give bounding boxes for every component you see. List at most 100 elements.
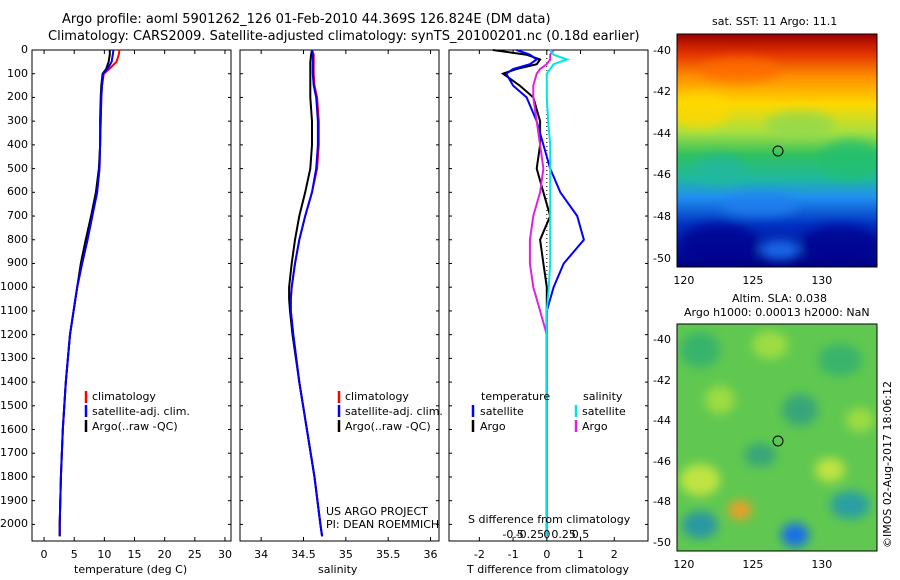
depth-tick-label: 1000 — [0, 280, 28, 294]
legend-label-s-satellite: satellite — [582, 405, 626, 418]
depth-tick-label: 700 — [7, 209, 28, 223]
sla-map-frame — [676, 323, 878, 552]
sla-map — [677, 324, 877, 551]
series-line-s-satellite — [545, 49, 571, 537]
s-tick-label: -0.5 — [502, 528, 524, 541]
series-line-climatology — [58, 49, 121, 537]
depth-tick-label: 200 — [7, 90, 28, 104]
imos-credit: ©IMOS 02-Aug-2017 18:06:12 — [881, 381, 894, 548]
title-line-1: Argo profile: aoml 5901262_126 01-Feb-20… — [62, 12, 551, 27]
sst-argo-location-marker — [772, 145, 784, 157]
depth-tick-label: 1700 — [0, 446, 28, 460]
map-y-tick-label: -44 — [653, 126, 671, 140]
legend-label-s-argo: Argo — [582, 420, 608, 433]
depth-tick-label: 1200 — [0, 327, 28, 341]
difference-xlabel-top: S difference from climatology — [468, 513, 631, 526]
sst-map-title: sat. SST: 11 Argo: 11.1 — [712, 15, 838, 28]
x-tick-label: 0 — [40, 548, 48, 561]
series-line-argo — [58, 50, 111, 537]
x-tick-label: 20 — [157, 548, 172, 561]
series-line-t-satellite — [504, 49, 586, 537]
depth-tick-label: 1500 — [0, 398, 28, 412]
legend-label-satellite: satellite-adj. clim. — [345, 405, 443, 418]
s-tick-label: 0 — [543, 528, 551, 541]
x-tick-label: 5 — [70, 548, 78, 561]
legend-header-temperature: temperature — [481, 390, 551, 403]
x-tick-label: 30 — [217, 548, 232, 561]
depth-tick-label: 800 — [7, 232, 28, 246]
depth-tick-label: 1800 — [0, 469, 28, 483]
x-tick-label: 0 — [543, 548, 551, 561]
map-x-tick-label: 120 — [673, 558, 695, 571]
map-x-tick-label: 130 — [811, 558, 833, 571]
x-tick-label: 35 — [338, 548, 353, 561]
x-tick-label: 15 — [127, 548, 142, 561]
salinity-panel-frame — [239, 49, 440, 542]
sst-map-frame — [676, 33, 878, 268]
map-y-tick-label: -40 — [653, 43, 671, 57]
series-line-satellite — [289, 49, 324, 537]
depth-tick-label: 900 — [7, 256, 28, 270]
series-line-s-argo — [528, 49, 555, 537]
map-y-tick-label: -48 — [653, 210, 671, 224]
title-line-2: Climatology: CARS2009. Satellite-adjuste… — [48, 29, 640, 44]
depth-tick-label: 100 — [7, 66, 28, 80]
depth-tick-label: 2000 — [0, 517, 28, 531]
legend-header-salinity: salinity — [583, 390, 623, 403]
map-y-tick-label: -50 — [653, 535, 671, 549]
depth-tick-label: 1400 — [0, 375, 28, 389]
depth-tick-label: 1100 — [0, 303, 28, 317]
map-y-tick-label: -48 — [653, 495, 671, 509]
s-tick-label: 0.5 — [571, 528, 590, 541]
map-y-tick-label: -50 — [653, 251, 671, 265]
depth-tick-label: 500 — [7, 161, 28, 175]
depth-tick-label: 1600 — [0, 422, 28, 436]
x-tick-label: 1 — [577, 548, 585, 561]
s-tick-label: -0.25 — [515, 528, 545, 541]
depth-tick-label: 400 — [7, 137, 28, 151]
depth-tick-label: 600 — [7, 185, 28, 199]
salinity-xlabel: salinity — [318, 563, 358, 576]
depth-tick-label: 300 — [7, 114, 28, 128]
series-line-t-argo — [492, 49, 552, 537]
salinity-annotation-1: US ARGO PROJECT — [326, 505, 428, 518]
map-x-tick-label: 120 — [673, 274, 695, 287]
sla-map-title-2: Argo h1000: 0.00013 h2000: NaN — [684, 306, 870, 319]
sla-argo-location-marker — [772, 435, 784, 447]
x-tick-label: 34 — [254, 548, 269, 561]
depth-tick-label: 1300 — [0, 351, 28, 365]
difference-xlabel: T difference from climatology — [467, 563, 629, 576]
map-x-tick-label: 125 — [742, 558, 764, 571]
legend-label-argo: Argo(..raw -QC) — [92, 420, 178, 433]
x-tick-label: 35.5 — [375, 548, 401, 561]
depth-tick-label: 0 — [21, 43, 28, 56]
x-tick-label: -1 — [507, 548, 519, 561]
legend-label-climatology: climatology — [92, 390, 156, 403]
x-tick-label: 2 — [610, 548, 618, 561]
x-tick-label: -2 — [473, 548, 485, 561]
legend-label-t-argo: Argo — [480, 420, 506, 433]
map-y-tick-label: -44 — [653, 414, 671, 428]
difference-legend — [471, 405, 578, 432]
map-x-tick-label: 130 — [811, 274, 833, 287]
map-y-tick-label: -42 — [653, 373, 671, 387]
map-y-tick-label: -46 — [653, 454, 671, 468]
x-tick-label: 25 — [187, 548, 202, 561]
legend-label-t-satellite: satellite — [480, 405, 524, 418]
sla-map-title-1: Altim. SLA: 0.038 — [732, 292, 828, 305]
temperature-panel-frame — [31, 49, 232, 542]
difference-panel-frame — [448, 49, 649, 542]
x-tick-label: 36 — [423, 548, 438, 561]
map-x-tick-label: 125 — [742, 274, 764, 287]
s-tick-label: 0.25 — [551, 528, 576, 541]
map-y-tick-label: -42 — [653, 85, 671, 99]
salinity-annotation-2: PI: DEAN ROEMMICH — [326, 518, 440, 531]
map-y-tick-label: -40 — [653, 333, 671, 347]
x-tick-label: 34.5 — [291, 548, 316, 561]
legend-label-climatology: climatology — [345, 390, 409, 403]
legend-label-argo: Argo(..raw -QC) — [345, 420, 431, 433]
series-line-satellite — [58, 49, 115, 537]
sst-map — [677, 34, 877, 267]
legend-label-satellite: satellite-adj. clim. — [92, 405, 190, 418]
